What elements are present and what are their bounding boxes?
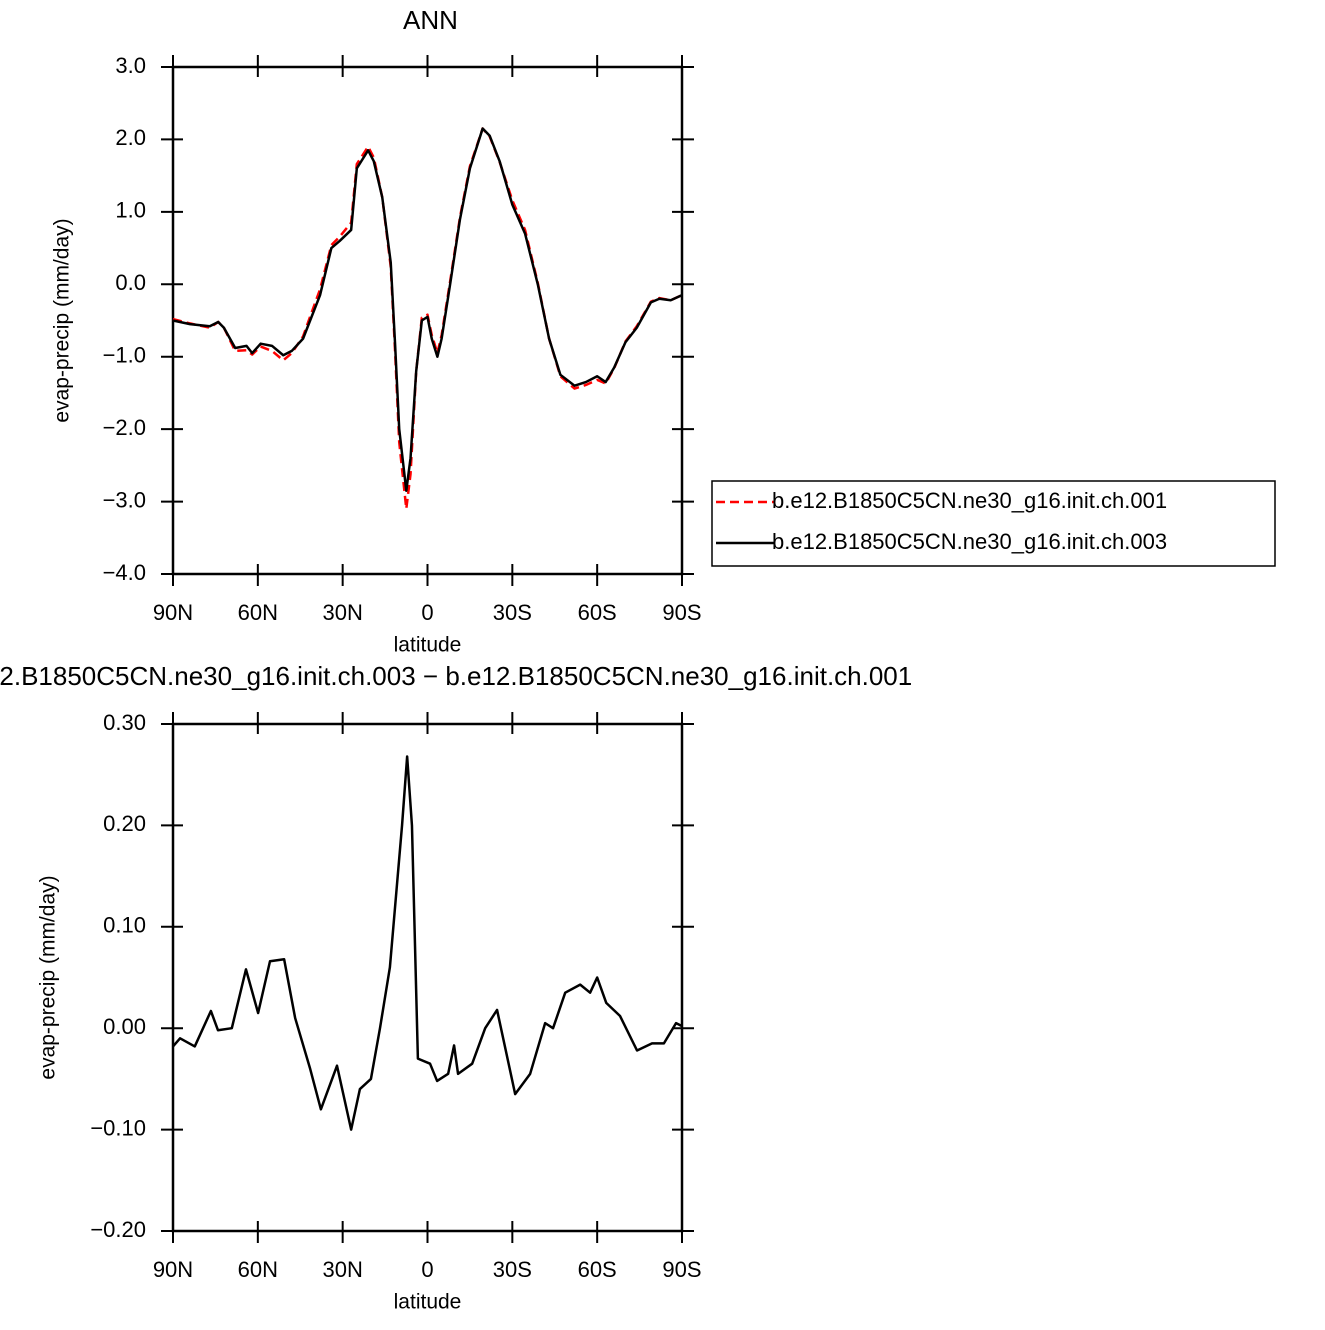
- legend-label: b.e12.B1850C5CN.ne30_g16.init.ch.003: [772, 529, 1167, 554]
- x-tick-label: 90S: [662, 1257, 701, 1282]
- chart-title: ANN: [403, 5, 458, 35]
- y-tick-label: 2.0: [115, 125, 146, 150]
- y-tick-label: 0.30: [103, 710, 146, 735]
- x-tick-label: 60S: [578, 600, 617, 625]
- x-axis-label: latitude: [394, 634, 462, 657]
- y-tick-label: −2.0: [103, 415, 146, 440]
- x-tick-label: 60S: [578, 1257, 617, 1282]
- x-tick-label: 60N: [238, 600, 278, 625]
- x-tick-label: 90N: [153, 600, 193, 625]
- y-tick-label: −0.20: [90, 1217, 146, 1242]
- y-tick-label: 3.0: [115, 53, 146, 78]
- y-tick-label: −0.10: [90, 1115, 146, 1140]
- data-line: [172, 127, 683, 511]
- y-tick-label: 1.0: [115, 198, 146, 223]
- x-tick-label: 30N: [322, 1257, 362, 1282]
- y-tick-label: 0.00: [103, 1014, 146, 1039]
- data-line: [172, 755, 683, 1131]
- x-tick-label: 90S: [662, 600, 701, 625]
- data-line: [172, 127, 683, 492]
- y-axis-label: evap-precip (mm/day): [51, 218, 74, 422]
- y-tick-label: −1.0: [103, 343, 146, 368]
- y-tick-label: −4.0: [103, 560, 146, 585]
- y-tick-label: 0.20: [103, 811, 146, 836]
- x-tick-label: 0: [421, 600, 433, 625]
- x-tick-label: 30S: [493, 600, 532, 625]
- x-axis-label: latitude: [394, 1291, 462, 1314]
- chart-title: b.e12.B1850C5CN.ne30_g16.init.ch.003 − b…: [0, 661, 912, 691]
- y-tick-label: 0.10: [103, 913, 146, 938]
- x-tick-label: 30S: [493, 1257, 532, 1282]
- legend-box: [711, 480, 1276, 567]
- y-axis-label: evap-precip (mm/day): [37, 875, 60, 1079]
- x-tick-label: 0: [421, 1257, 433, 1282]
- legend-label: b.e12.B1850C5CN.ne30_g16.init.ch.001: [772, 488, 1167, 513]
- y-tick-label: −3.0: [103, 487, 146, 512]
- plot-frame: [171, 722, 684, 1233]
- x-tick-label: 60N: [238, 1257, 278, 1282]
- x-tick-label: 30N: [322, 600, 362, 625]
- x-tick-label: 90N: [153, 1257, 193, 1282]
- y-tick-label: 0.0: [115, 270, 146, 295]
